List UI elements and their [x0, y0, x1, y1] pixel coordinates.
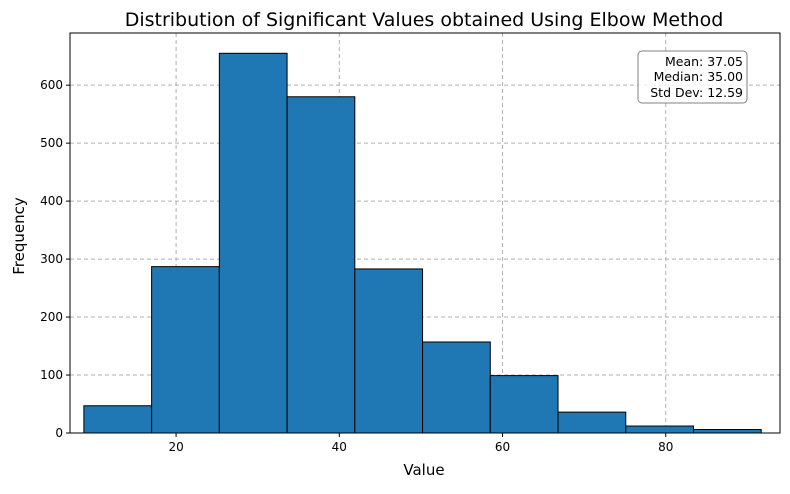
plot-area-frame — [69, 32, 781, 434]
stats-mean: Mean: 37.05 — [665, 54, 743, 69]
y-tick-label: 600 — [40, 78, 63, 92]
x-tick-label: 80 — [658, 440, 673, 454]
y-tick-label: 400 — [40, 194, 63, 208]
histogram-bar — [218, 52, 288, 434]
y-tick-label: 500 — [40, 136, 63, 150]
x-tick-label: 40 — [332, 440, 347, 454]
histogram-bar — [83, 405, 153, 434]
y-tick-label: 300 — [40, 252, 63, 266]
histogram-bar — [489, 375, 559, 434]
x-axis-title: Value — [403, 461, 444, 479]
chart-title: Distribution of Significant Values obtai… — [125, 9, 724, 31]
y-tick-label: 0 — [55, 426, 63, 440]
histogram-bar — [625, 425, 694, 434]
histogram-bar — [151, 266, 220, 434]
histogram-bar — [354, 268, 424, 434]
stats-std-dev: Std Dev: 12.59 — [650, 85, 743, 100]
stats-box-frame — [637, 50, 748, 104]
histogram-bar — [286, 96, 356, 434]
y-axis-title: Frequency — [10, 197, 28, 275]
stats-median: Median: 35.00 — [654, 69, 743, 84]
y-tick-label: 100 — [40, 368, 63, 382]
histogram-bar — [692, 429, 762, 434]
histogram-bar — [557, 411, 627, 434]
histogram-bars — [83, 52, 762, 434]
axis-ticks: 20 40 60 80 0 100 200 300 400 500 600 — [40, 78, 673, 454]
x-tick-label: 20 — [168, 440, 183, 454]
stats-box: Mean: 37.05 Median: 35.00 Std Dev: 12.59 — [637, 50, 748, 104]
histogram-bar — [422, 341, 491, 434]
x-tick-label: 60 — [495, 440, 510, 454]
y-tick-label: 200 — [40, 310, 63, 324]
